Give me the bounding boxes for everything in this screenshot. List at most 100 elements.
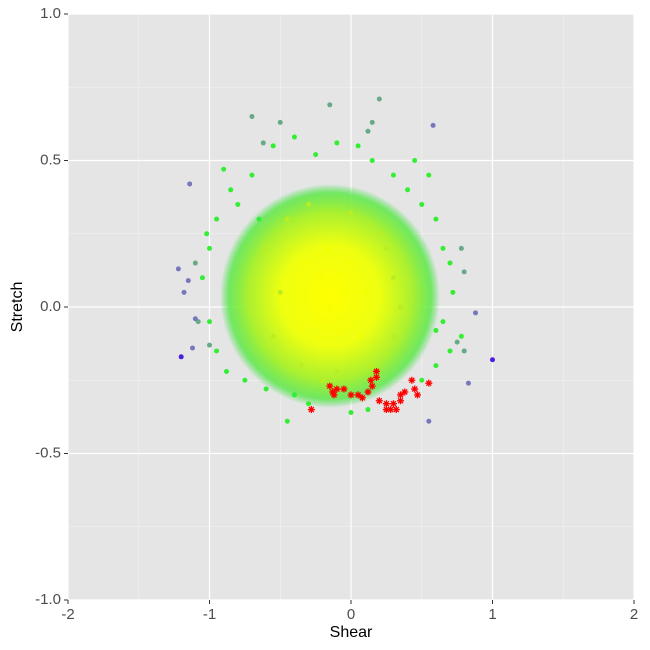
- y-tick-label: 0.0: [40, 298, 61, 315]
- point: [207, 342, 212, 348]
- y-tick-label: -0.5: [35, 444, 61, 461]
- point: [334, 327, 340, 333]
- y-tick-label: 1.0: [40, 5, 61, 22]
- star-point: [330, 391, 338, 399]
- point: [256, 216, 262, 222]
- point: [419, 377, 425, 383]
- point: [348, 409, 354, 415]
- point: [270, 143, 276, 149]
- point: [390, 333, 396, 339]
- star-point: [354, 391, 362, 399]
- point: [313, 152, 319, 158]
- star-point: [333, 385, 341, 393]
- point: [461, 348, 467, 354]
- point: [473, 310, 479, 316]
- point: [187, 181, 193, 187]
- point: [365, 407, 371, 413]
- point: [440, 319, 446, 325]
- point: [298, 363, 304, 369]
- star-point: [382, 406, 390, 414]
- point: [433, 327, 439, 333]
- point: [291, 134, 297, 140]
- point: [398, 304, 404, 310]
- point: [306, 401, 312, 407]
- point: [419, 201, 425, 207]
- point: [355, 143, 361, 149]
- point: [284, 418, 290, 424]
- point: [327, 245, 333, 251]
- x-tick-label: 1: [488, 606, 496, 623]
- point: [341, 289, 347, 295]
- density-cloud: [220, 184, 440, 408]
- star-point: [367, 376, 375, 384]
- point: [221, 166, 227, 172]
- point: [291, 392, 297, 398]
- point: [207, 245, 212, 251]
- point: [390, 275, 396, 281]
- star-point: [414, 391, 422, 399]
- point: [369, 363, 375, 369]
- x-tick-label: -1: [203, 606, 216, 623]
- y-axis-title: Stretch: [9, 282, 26, 333]
- star-point: [408, 376, 416, 384]
- star-point: [425, 379, 433, 387]
- point: [430, 122, 436, 128]
- y-tick-label: -1.0: [35, 591, 61, 608]
- point: [306, 201, 312, 207]
- point: [376, 96, 382, 102]
- star-point: [372, 367, 380, 375]
- point: [192, 316, 198, 322]
- point: [181, 289, 187, 295]
- point: [242, 377, 248, 383]
- point: [334, 140, 340, 146]
- point: [348, 210, 354, 216]
- star-point: [326, 382, 334, 390]
- point: [405, 187, 411, 193]
- point: [249, 172, 255, 178]
- point: [369, 158, 375, 163]
- point: [465, 380, 471, 386]
- point: [426, 418, 432, 424]
- point: [458, 333, 464, 339]
- star-point: [368, 382, 376, 390]
- point: [447, 348, 453, 354]
- point: [260, 140, 266, 146]
- star-point: [382, 400, 390, 408]
- star-point: [411, 385, 419, 393]
- point: [313, 319, 319, 325]
- point: [447, 260, 453, 266]
- star-point: [392, 406, 400, 414]
- points: [175, 96, 495, 424]
- star-point: [372, 373, 380, 381]
- point: [450, 289, 456, 295]
- star-point: [340, 385, 348, 393]
- point: [458, 245, 464, 251]
- star-point: [375, 397, 383, 405]
- star-point: [347, 391, 355, 399]
- point: [412, 158, 418, 163]
- point: [355, 333, 361, 339]
- star-point: [397, 391, 405, 399]
- point: [284, 216, 290, 222]
- axes: -2 -1 0 1 2 -1.0 -0.5 0.0 0.5 1.0: [35, 5, 638, 623]
- point: [214, 348, 220, 354]
- point: [490, 357, 495, 363]
- star-point: [397, 397, 405, 405]
- point: [348, 260, 354, 266]
- point: [192, 260, 198, 266]
- point: [334, 368, 340, 374]
- point: [214, 216, 220, 222]
- point: [175, 266, 181, 272]
- point: [433, 216, 439, 222]
- point: [461, 269, 467, 275]
- point: [199, 275, 205, 281]
- star-point: [387, 406, 395, 414]
- y-tick-label: 0.5: [40, 151, 61, 168]
- point: [277, 119, 283, 125]
- point: [190, 345, 196, 351]
- point: [365, 128, 371, 134]
- x-axis-title: Shear: [330, 624, 373, 641]
- point: [249, 114, 255, 120]
- point: [433, 363, 439, 369]
